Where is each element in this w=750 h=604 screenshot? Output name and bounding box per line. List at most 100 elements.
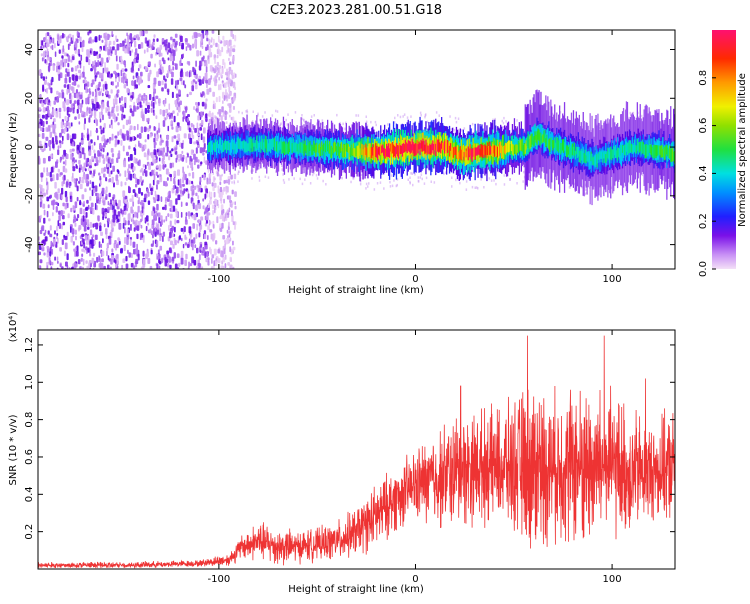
band-cell (294, 142, 296, 153)
noise-cell (189, 91, 192, 96)
noise-cell (92, 234, 95, 238)
band-cell (249, 138, 251, 153)
noise-cell (64, 235, 68, 241)
noise-cell (129, 105, 132, 109)
halo-cell (328, 170, 331, 173)
noise-cell (83, 134, 85, 139)
noise-cell (107, 264, 110, 269)
noise-cell (171, 115, 173, 120)
noise-cell (72, 107, 75, 114)
band-cell (338, 146, 341, 158)
halo-cell (220, 123, 223, 126)
band-cell (278, 141, 281, 151)
halo-cell (365, 115, 367, 118)
noise-cell (117, 218, 120, 223)
noise-cell (46, 128, 49, 132)
noise-cell (77, 214, 80, 219)
noise-cell (228, 195, 232, 201)
noise-cell (206, 37, 209, 42)
band-cell (224, 139, 227, 150)
noise-cell (112, 217, 116, 223)
noise-cell (169, 220, 172, 227)
noise-cell (232, 105, 235, 110)
noise-cell (232, 48, 236, 53)
noise-cell (218, 39, 221, 43)
halo-cell (341, 176, 343, 180)
noise-cell (92, 103, 94, 109)
band-cell (232, 142, 234, 150)
noise-cell (60, 60, 63, 67)
noise-cell (152, 179, 155, 186)
noise-cell (124, 38, 127, 44)
noise-cell (102, 87, 105, 92)
noise-cell (99, 258, 102, 265)
noise-cell (227, 262, 231, 266)
noise-cell (184, 259, 187, 267)
noise-cell (109, 178, 112, 183)
noise-cell (153, 34, 156, 38)
band-cell (562, 142, 564, 160)
halo-cell (352, 177, 354, 180)
noise-cell (207, 113, 210, 117)
noise-cell (85, 260, 88, 264)
noise-cell (61, 181, 64, 187)
noise-cell (69, 148, 73, 153)
noise-cell (167, 90, 170, 96)
noise-cell (210, 191, 213, 199)
noise-cell (185, 253, 188, 260)
noise-cell (94, 76, 97, 82)
noise-cell (67, 213, 70, 219)
halo-cell (414, 173, 416, 176)
noise-cell (212, 265, 215, 269)
noise-cell (232, 116, 235, 124)
noise-cell (115, 202, 118, 207)
noise-cell (191, 85, 195, 92)
noise-cell (202, 111, 205, 116)
noise-cell (50, 261, 54, 266)
halo-cell (490, 179, 493, 182)
band-cell (220, 145, 223, 154)
noise-cell (227, 77, 231, 81)
noise-cell (77, 113, 81, 119)
noise-cell (182, 243, 185, 249)
noise-cell (60, 121, 64, 129)
noise-cell (72, 74, 75, 82)
noise-cell (57, 220, 60, 227)
halo-cell (280, 122, 282, 125)
noise-cell (66, 53, 69, 57)
noise-cell (156, 38, 159, 42)
halo-cell (445, 171, 447, 174)
halo-cell (313, 171, 315, 175)
noise-cell (85, 97, 88, 105)
noise-cell (103, 32, 106, 39)
noise-cell (70, 86, 73, 91)
halo-cell (457, 117, 460, 120)
noise-cell (46, 196, 50, 202)
noise-cell (185, 156, 188, 163)
noise-cell (66, 68, 70, 72)
noise-cell (75, 180, 78, 188)
noise-cell (83, 123, 86, 131)
noise-cell (47, 268, 49, 269)
noise-cell (126, 87, 130, 93)
noise-cell (205, 79, 209, 84)
noise-cell (87, 204, 90, 210)
noise-cell (216, 61, 220, 67)
noise-cell (174, 150, 178, 155)
noise-cell (219, 186, 223, 193)
noise-cell (99, 222, 102, 226)
noise-cell (196, 122, 199, 130)
noise-cell (62, 221, 66, 226)
noise-cell (41, 225, 45, 232)
noise-cell (200, 133, 203, 141)
halo-cell (307, 125, 310, 129)
noise-cell (105, 189, 107, 197)
noise-cell (129, 97, 133, 102)
noise-cell (50, 87, 53, 94)
halo-cell (251, 120, 254, 123)
halo-cell (630, 113, 632, 117)
noise-cell (76, 196, 79, 202)
noise-cell (74, 116, 77, 120)
band-cell (349, 147, 351, 158)
noise-cell (56, 65, 58, 73)
